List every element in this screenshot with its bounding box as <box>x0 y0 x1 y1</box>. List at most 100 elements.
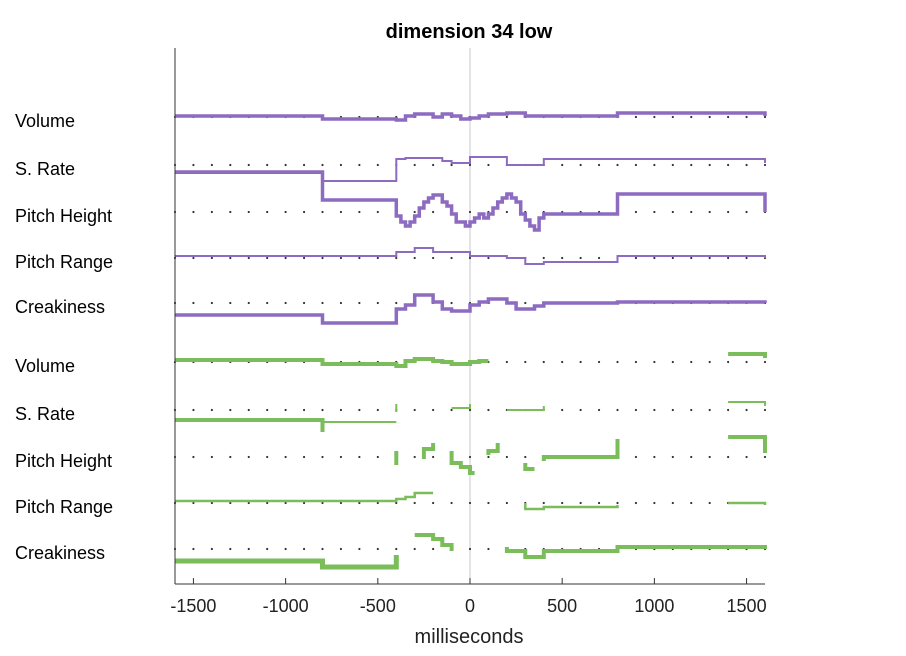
series-line <box>421 443 436 459</box>
baseline-dot <box>671 210 674 214</box>
baseline-dot <box>210 256 213 260</box>
series-line <box>451 404 471 409</box>
row-label: S. Rate <box>15 404 75 424</box>
baseline-dot <box>561 501 564 505</box>
x-tick-label: 1000 <box>634 596 674 616</box>
baseline-dot <box>284 210 287 214</box>
baseline-dot <box>321 210 324 214</box>
baseline-dot <box>339 256 343 260</box>
baseline-dot <box>395 301 398 305</box>
baseline-dot <box>690 256 693 260</box>
baseline-dot <box>727 360 730 364</box>
series-line <box>728 501 767 505</box>
baseline-dot <box>321 301 324 305</box>
baseline-dot <box>763 408 767 412</box>
baseline-dot <box>247 547 250 551</box>
baseline-dot <box>634 210 638 214</box>
baseline-dot <box>671 163 674 167</box>
row-label: Volume <box>15 111 75 131</box>
baseline-dot <box>192 210 195 214</box>
baseline-dot <box>284 163 287 167</box>
baseline-dot <box>395 256 398 260</box>
baseline-dot <box>616 360 619 364</box>
series-line <box>175 247 766 265</box>
series-line <box>175 555 399 570</box>
baseline-dot <box>487 256 490 260</box>
baseline-dot <box>376 547 379 551</box>
baseline-dot <box>634 115 638 119</box>
baseline-dot <box>413 256 416 260</box>
baseline-dot <box>266 210 269 214</box>
x-tick-label: 500 <box>547 596 577 616</box>
baseline-dot <box>284 301 287 305</box>
series-line <box>175 418 325 432</box>
baseline-dot <box>432 408 435 412</box>
baseline-dot <box>487 163 490 167</box>
baseline-dot <box>210 210 213 214</box>
baseline-dot <box>653 210 656 214</box>
baseline-dot <box>671 115 674 119</box>
baseline-dot <box>450 408 453 412</box>
baseline-dot <box>266 301 269 305</box>
baseline-dot <box>450 163 453 167</box>
baseline-dot <box>339 163 343 167</box>
baseline-dot <box>192 501 195 505</box>
baseline-dot <box>432 210 435 214</box>
baseline-dot <box>727 408 730 412</box>
row-label: Pitch Height <box>15 206 112 226</box>
baseline-dot <box>210 301 213 305</box>
series-line <box>486 443 500 455</box>
baseline-dot <box>247 408 250 412</box>
baseline-dot <box>358 408 361 412</box>
baseline-dot <box>395 547 398 551</box>
baseline-dot <box>561 408 564 412</box>
row-label: Pitch Range <box>15 497 113 517</box>
baseline-dot <box>229 501 232 505</box>
baseline-dot <box>542 501 545 505</box>
baseline-dot <box>229 210 232 214</box>
baseline-dot <box>505 360 508 364</box>
baseline-dot <box>229 301 232 305</box>
baseline-dot <box>690 115 693 119</box>
series-line <box>523 463 535 471</box>
baseline-dot <box>763 163 767 167</box>
row-label: Creakiness <box>15 297 105 317</box>
baseline-dot <box>302 547 306 551</box>
baseline-dot <box>634 408 638 412</box>
baseline-dot <box>597 501 601 505</box>
baseline-dot <box>210 408 213 412</box>
baseline-dot <box>432 455 435 459</box>
baseline-dot <box>229 455 232 459</box>
x-ticks: -1500 -1000 -500 0 500 1000 1500 <box>170 578 767 616</box>
baseline-dot <box>229 163 232 167</box>
baseline-dot <box>653 115 656 119</box>
baseline-dot <box>727 115 730 119</box>
baseline-dot <box>708 455 711 459</box>
baseline-dot <box>358 210 361 214</box>
baseline-dot <box>266 163 269 167</box>
baseline-dot <box>339 301 343 305</box>
baseline-dot <box>671 360 674 364</box>
baseline-dot <box>321 455 324 459</box>
baseline-dot <box>561 360 564 364</box>
series-line <box>175 491 434 503</box>
baseline-dot <box>358 163 361 167</box>
baseline-dot <box>505 210 508 214</box>
baseline-dot <box>505 115 508 119</box>
series-line <box>175 293 767 325</box>
baseline-dot <box>432 256 435 260</box>
baseline-dot <box>634 163 638 167</box>
baseline-dot <box>339 455 343 459</box>
baseline-dot <box>597 163 601 167</box>
baseline-dot <box>321 256 324 260</box>
baseline-dot <box>690 408 693 412</box>
baseline-dot <box>487 455 490 459</box>
series-line <box>449 451 475 475</box>
baseline-dot <box>229 408 232 412</box>
baseline-dot <box>708 163 711 167</box>
baseline-dot <box>505 455 508 459</box>
baseline-dot <box>302 256 306 260</box>
baseline-dot <box>229 256 232 260</box>
baseline-dot <box>302 408 306 412</box>
baseline-dot <box>653 455 656 459</box>
